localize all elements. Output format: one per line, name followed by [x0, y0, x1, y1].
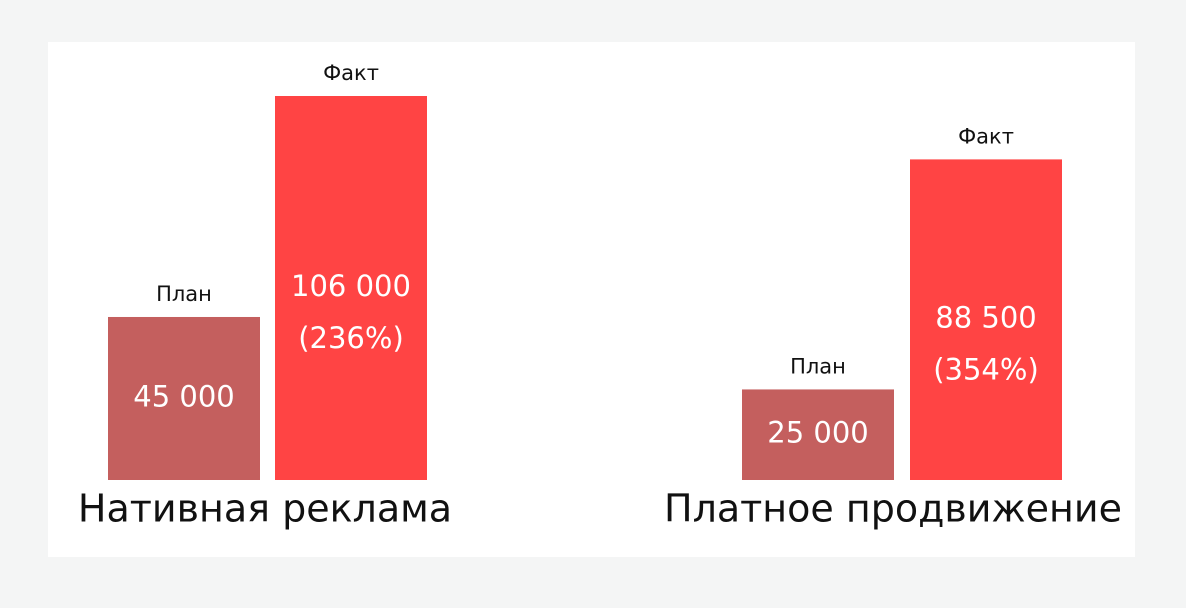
series-label: План [156, 282, 212, 306]
value-label: 25 000 [767, 416, 868, 450]
value-label: 88 500 [935, 301, 1036, 335]
percent-label: (354%) [933, 353, 1039, 387]
bar [275, 96, 427, 480]
bar [910, 159, 1062, 480]
bar [108, 316, 260, 480]
series-label: План [790, 354, 846, 378]
percent-label: (236%) [298, 321, 404, 355]
category-label: Платное продвижение [664, 487, 1122, 531]
series-label: Факт [958, 124, 1014, 148]
value-label: 106 000 [291, 269, 411, 303]
bar [742, 389, 894, 480]
category-label: Нативная реклама [78, 487, 452, 531]
value-label: 45 000 [133, 379, 234, 413]
series-label: Факт [323, 61, 379, 85]
